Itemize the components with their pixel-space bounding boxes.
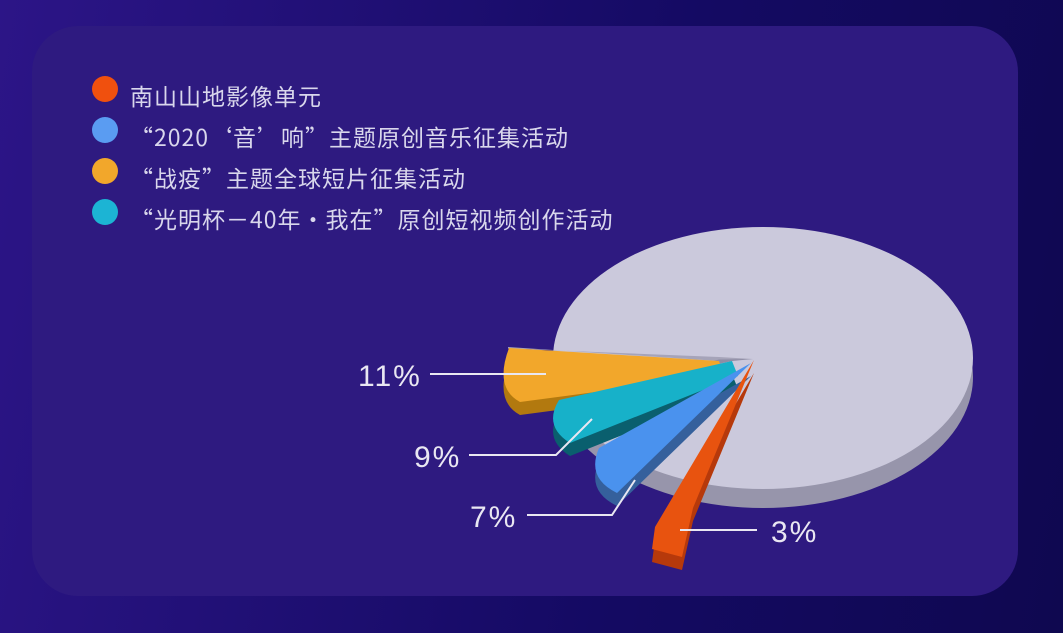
svg-text:11%: 11% [358,360,422,393]
svg-text:9%: 9% [414,441,461,474]
svg-text:7%: 7% [470,501,517,534]
svg-text:3%: 3% [771,516,818,549]
